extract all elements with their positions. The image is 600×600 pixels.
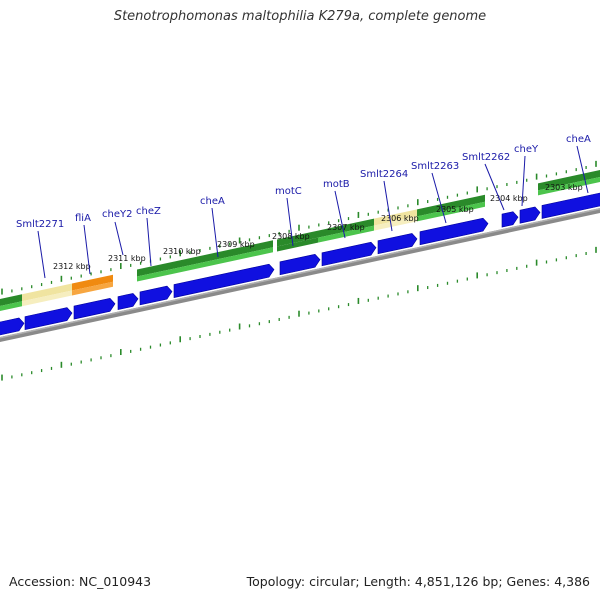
backbone-line <box>0 208 600 342</box>
leader-line <box>83 224 91 275</box>
leader-line <box>146 217 152 267</box>
feature-block <box>171 247 273 275</box>
feature-block <box>318 225 374 243</box>
leader-line <box>114 221 124 256</box>
gene-label: Smlt2262 <box>462 152 510 163</box>
feature-block <box>417 194 485 217</box>
feature-block <box>72 281 113 296</box>
cds-arrow <box>419 217 489 246</box>
feature-block <box>538 170 600 191</box>
kbp-label: 2311 kbp <box>108 254 146 263</box>
label-leaders <box>37 145 589 279</box>
feature-block <box>374 216 417 231</box>
cds-arrow <box>519 206 541 224</box>
feature-block <box>0 301 22 312</box>
topology-text: Topology: circular; Length: 4,851,126 bp… <box>246 574 590 589</box>
leader-line <box>383 180 393 232</box>
cds-arrow <box>24 307 73 330</box>
gene-label: cheY2 <box>102 209 132 220</box>
outer-tick-ring <box>1 160 597 295</box>
feature-block <box>374 209 417 226</box>
kbp-label: 2308 kbp <box>272 232 310 241</box>
kbp-labels: 2312 kbp 2311 kbp 2310 kbp 2309 kbp 2308 kbp… <box>53 183 583 271</box>
kbp-label: 2304 kbp <box>490 194 528 203</box>
cds-track <box>0 192 600 336</box>
feature-block <box>22 283 72 302</box>
gene-label: motC <box>275 186 302 197</box>
gene-label: Smlt2271 <box>16 219 64 230</box>
gene-labels: Smlt2271 fliA cheY2 cheZ cheA motC motB Smlt226… <box>16 134 591 230</box>
gene-label: cheA <box>566 134 591 145</box>
kbp-label: 2310 kbp <box>163 247 201 256</box>
accession-text: Accession: NC_010943 <box>9 574 152 589</box>
inner-tick-ring <box>1 246 597 381</box>
kbp-label: 2312 kbp <box>53 262 91 271</box>
kbp-label: 2309 kbp <box>217 240 255 249</box>
cds-arrow <box>541 192 600 219</box>
gene-label: fliA <box>75 213 91 224</box>
map-title: Stenotrophomonas maltophilia K279a, comp… <box>113 9 487 24</box>
leader-line <box>576 145 589 194</box>
leader-line <box>431 172 447 224</box>
gene-label: Smlt2264 <box>360 169 408 180</box>
genome-backbone <box>0 208 600 342</box>
cds-arrow <box>173 263 275 298</box>
feature-block <box>72 274 113 291</box>
cds-arrow <box>73 298 116 320</box>
gene-label: motB <box>323 179 350 190</box>
leader-line <box>286 197 294 247</box>
feature-track <box>0 170 600 312</box>
feature-block <box>277 237 318 252</box>
cds-arrow <box>501 211 519 228</box>
cds-arrow <box>279 253 321 276</box>
kbp-label: 2303 kbp <box>545 183 583 192</box>
feature-block <box>22 290 72 307</box>
cds-arrow <box>139 285 173 306</box>
gene-label: cheA <box>200 196 225 207</box>
gene-label: cheZ <box>136 206 161 217</box>
gene-label: Smlt2263 <box>411 161 459 172</box>
backbone-highlight <box>0 208 600 339</box>
feature-block <box>137 269 171 282</box>
feature-block <box>318 218 374 238</box>
leader-line <box>37 230 46 279</box>
feature-block <box>417 201 485 222</box>
leader-line <box>484 163 505 211</box>
leader-line <box>211 207 219 258</box>
feature-block <box>0 294 22 307</box>
cds-arrow <box>321 241 377 267</box>
cds-arrow <box>0 317 25 336</box>
gene-label: cheY <box>514 144 539 155</box>
kbp-label: 2306 kbp <box>381 214 419 223</box>
feature-block <box>277 230 318 247</box>
leader-line <box>334 190 346 239</box>
feature-block <box>137 262 171 277</box>
kbp-label: 2307 kbp <box>327 223 365 232</box>
feature-block <box>538 177 600 196</box>
cds-arrow <box>377 233 418 255</box>
cds-arrow <box>117 293 139 311</box>
leader-line <box>521 155 526 207</box>
feature-block <box>171 240 273 270</box>
kbp-label: 2305 kbp <box>436 205 474 214</box>
